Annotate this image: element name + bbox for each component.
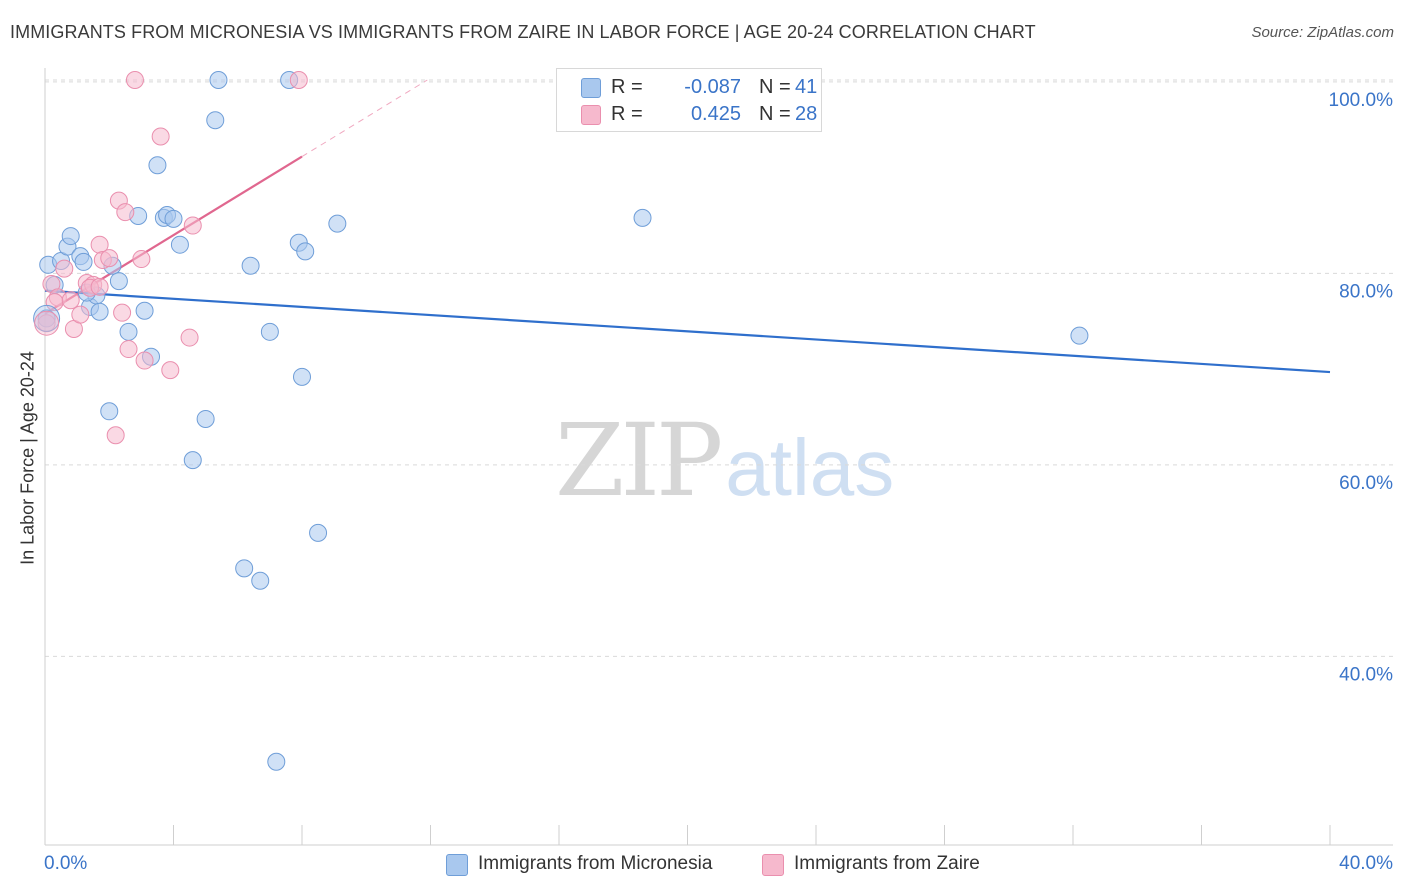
legend-n-label: N = <box>759 103 791 125</box>
zaire-point <box>125 71 144 89</box>
micronesia-point <box>241 256 260 275</box>
zaire-point <box>113 303 132 322</box>
micronesia-point <box>74 252 93 271</box>
micronesia-point <box>1070 326 1089 345</box>
micronesia-point <box>33 304 61 332</box>
legend-n-value: 41 <box>795 76 818 98</box>
zaire-point <box>135 351 154 370</box>
x-tick-label: 0.0% <box>44 853 87 874</box>
micronesia-point <box>164 209 183 228</box>
micronesia-point <box>119 322 138 341</box>
zaire-point <box>90 277 109 296</box>
micronesia-point <box>309 523 328 542</box>
zaire-trend-extension <box>301 79 428 158</box>
y-tick-label: 100.0% <box>1329 90 1394 111</box>
micronesia-point <box>267 752 286 771</box>
watermark-zip: ZIP <box>555 402 723 519</box>
micronesia-point <box>206 111 225 130</box>
micronesia-point <box>328 214 347 233</box>
tick-labels: 100.0% 80.0% 60.0% 40.0% 0.0% 40.0% <box>44 90 1393 874</box>
legend-n-value: 28 <box>795 103 818 125</box>
legend-swatch-pink <box>581 105 601 125</box>
source-label: Source: ZipAtlas.com <box>1251 24 1394 41</box>
data-points <box>33 71 1089 771</box>
watermark: ZIPatlas <box>555 402 894 519</box>
legend-r-value: 0.425 <box>690 103 741 125</box>
micronesia-point <box>100 402 119 421</box>
legend-r-label: R = <box>611 103 643 125</box>
micronesia-point <box>148 156 167 175</box>
y-tick-label: 60.0% <box>1339 473 1393 494</box>
legend-swatch-blue <box>581 78 601 98</box>
y-tick-label: 40.0% <box>1339 664 1393 685</box>
axes <box>44 68 1393 846</box>
y-axis-title: In Labor Force | Age 20-24 <box>17 351 38 565</box>
x-tick-label: 40.0% <box>1339 853 1393 874</box>
zaire-point <box>161 361 180 380</box>
legend-r-label: R = <box>611 76 643 98</box>
micronesia-point <box>209 71 228 89</box>
zaire-point <box>132 250 151 269</box>
zaire-point <box>106 426 125 445</box>
zaire-point <box>180 328 199 347</box>
zaire-point <box>34 310 60 336</box>
bottom-legend-label: Immigrants from Zaire <box>794 853 980 874</box>
micronesia-point <box>183 451 202 470</box>
zaire-point <box>71 305 90 324</box>
micronesia-trend-line <box>44 289 1331 374</box>
zaire-point <box>55 259 74 278</box>
watermark-atlas: atlas <box>725 423 895 512</box>
bottom-legend-swatch-pink <box>762 854 784 876</box>
micronesia-point <box>170 235 189 254</box>
micronesia-point <box>196 409 215 428</box>
stats-legend: R = -0.087 N = 41 R = 0.425 N = 28 <box>556 68 822 132</box>
micronesia-point <box>109 272 128 291</box>
zaire-point <box>61 291 80 310</box>
micronesia-point <box>296 242 315 261</box>
zaire-point <box>183 216 202 235</box>
bottom-legend-label: Immigrants from Micronesia <box>478 853 713 874</box>
legend-r-value: -0.087 <box>684 76 741 98</box>
legend-n-label: N = <box>759 76 791 98</box>
y-tick-label: 80.0% <box>1339 281 1393 302</box>
micronesia-point <box>251 571 270 590</box>
chart-title: IMMIGRANTS FROM MICRONESIA VS IMMIGRANTS… <box>10 22 1036 42</box>
micronesia-point <box>633 208 652 227</box>
zaire-point <box>119 340 138 359</box>
micronesia-point <box>90 302 109 321</box>
micronesia-point <box>61 227 80 246</box>
micronesia-point <box>260 322 279 341</box>
micronesia-point <box>293 367 311 386</box>
zaire-point <box>100 249 119 268</box>
zaire-point <box>151 127 170 146</box>
bottom-legend-swatch-blue <box>446 854 468 876</box>
micronesia-point <box>235 559 254 578</box>
zaire-point <box>116 203 135 222</box>
zaire-point <box>289 71 308 89</box>
micronesia-point <box>135 301 154 320</box>
